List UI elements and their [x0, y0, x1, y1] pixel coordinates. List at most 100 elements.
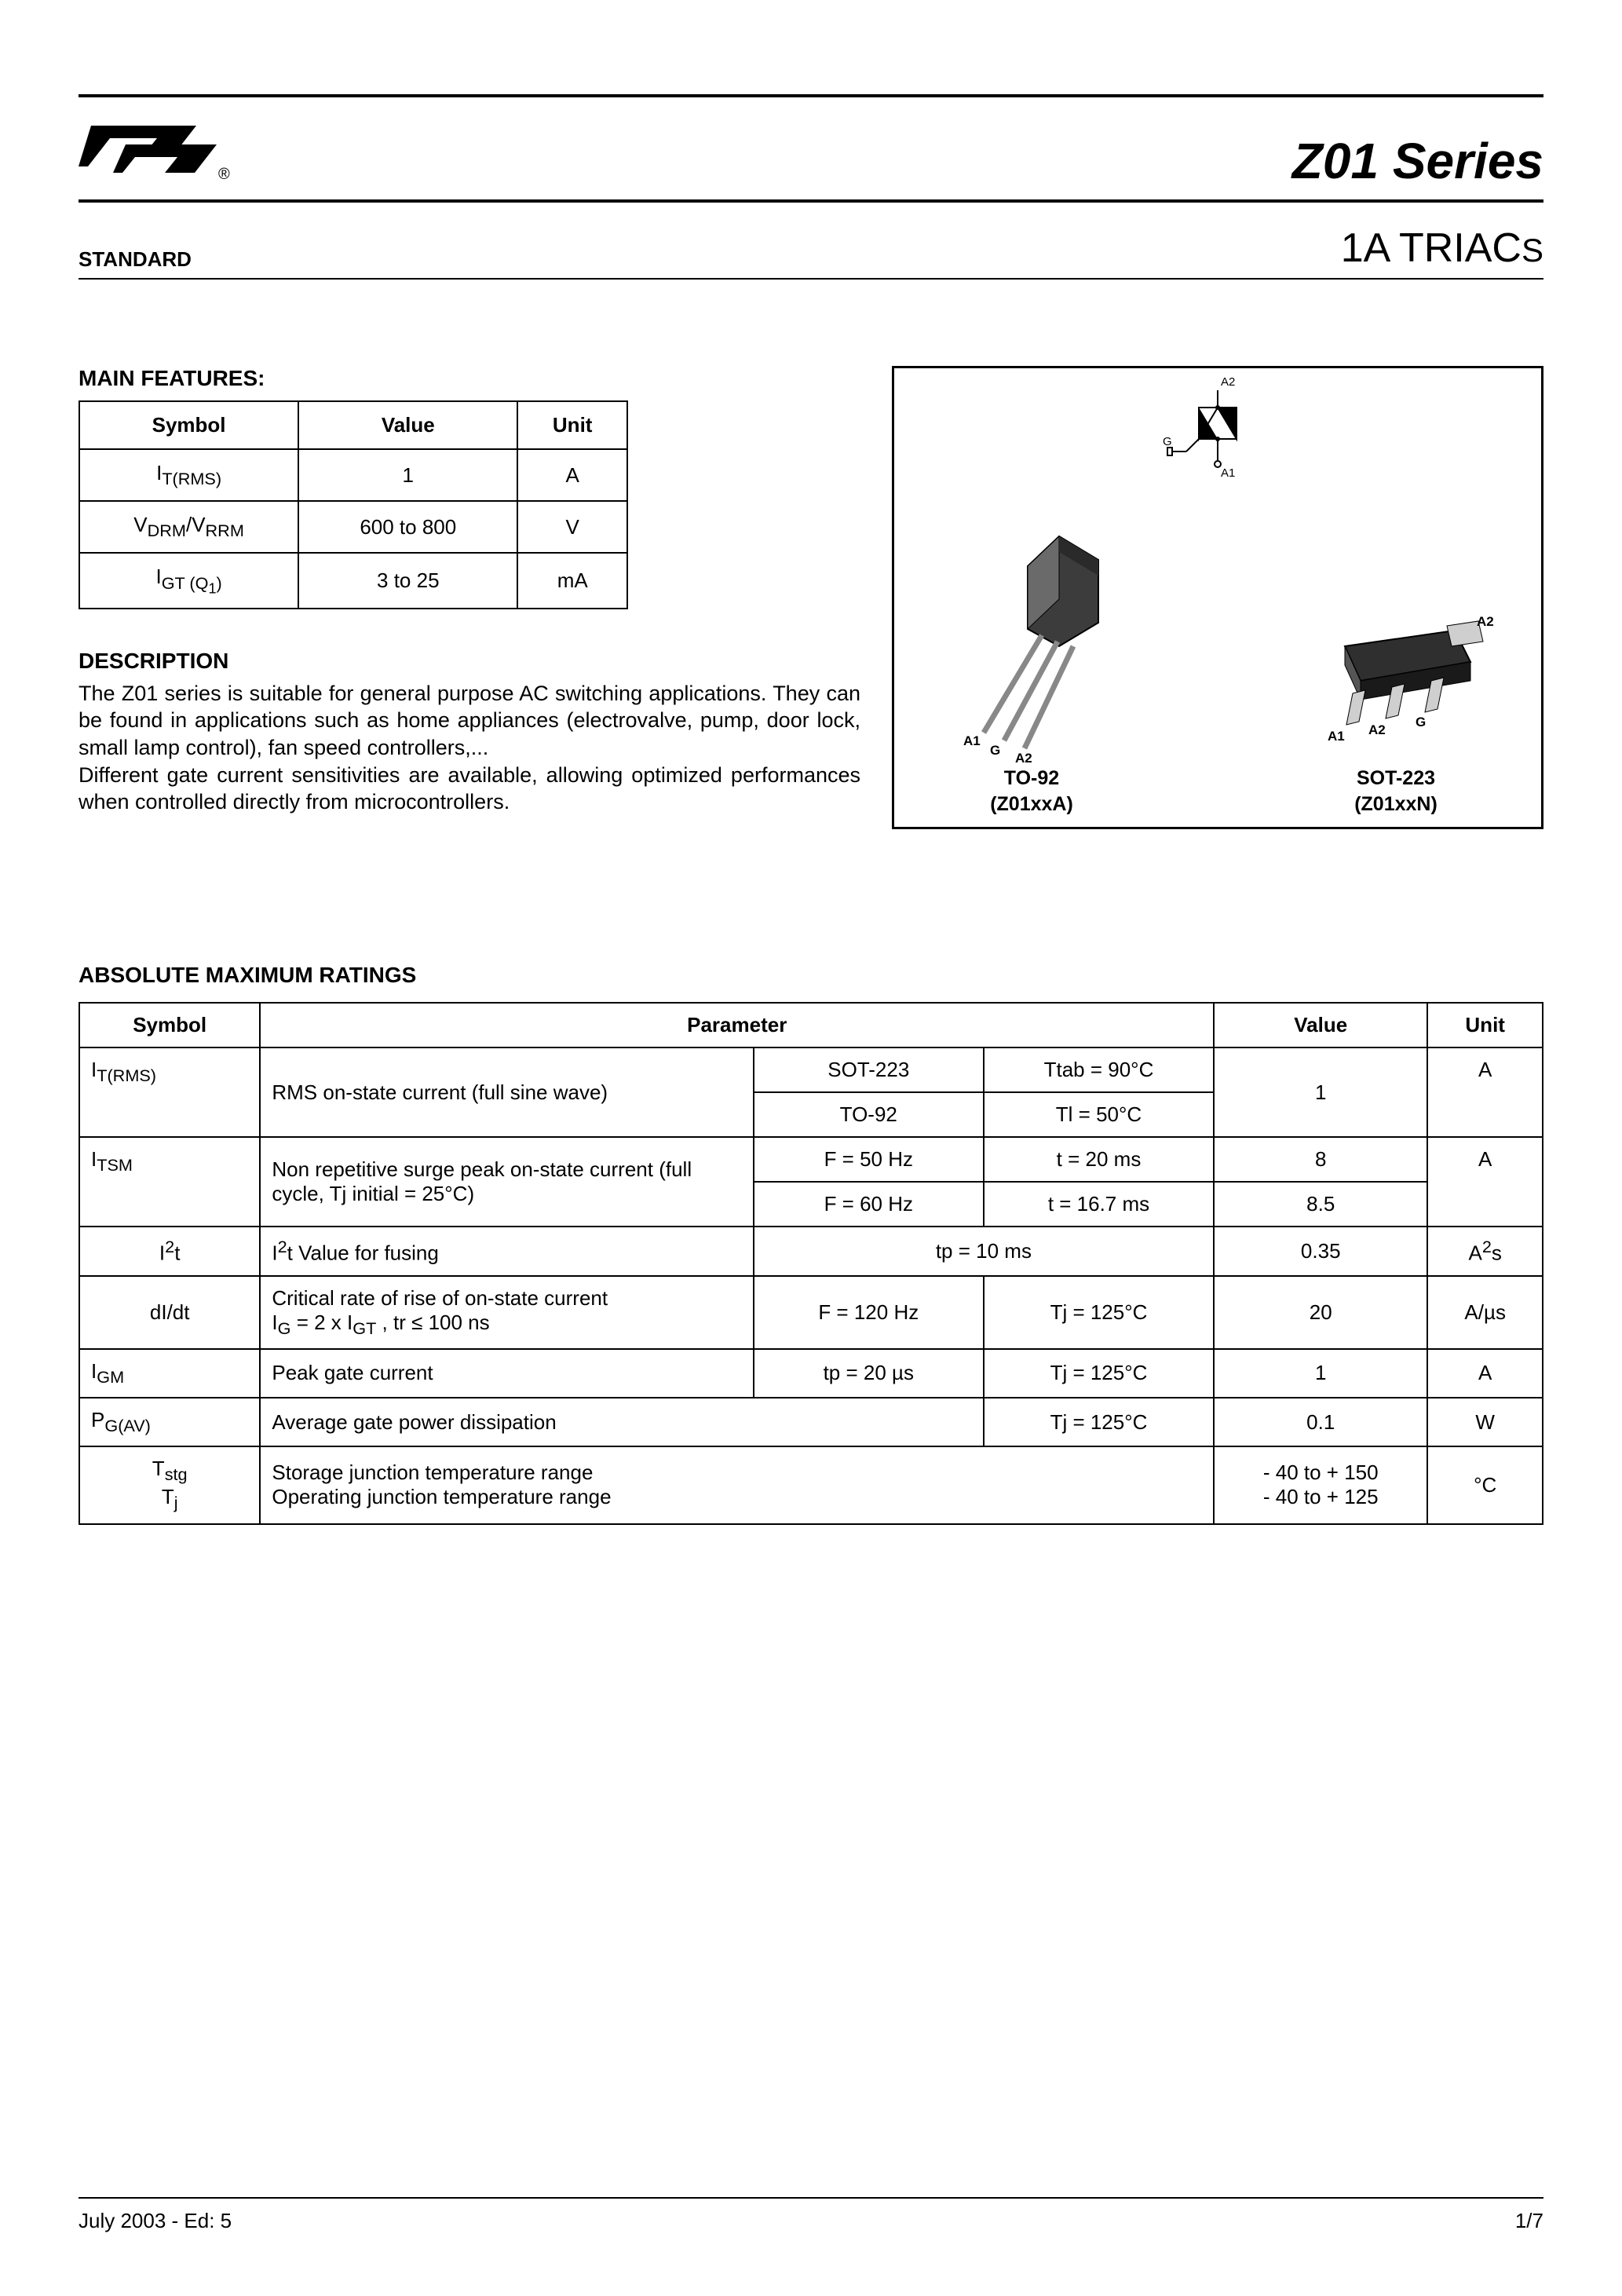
- svg-text:G: G: [990, 743, 1000, 758]
- cell-param: I2t Value for fusing: [260, 1227, 753, 1276]
- svg-text:A1: A1: [1221, 466, 1235, 480]
- cell-cond: Tj = 125°C: [984, 1276, 1214, 1349]
- cell-symbol: IT(RMS): [79, 449, 298, 501]
- table-row: PG(AV) Average gate power dissipation Tj…: [79, 1398, 1543, 1446]
- svg-text:A2: A2: [1221, 376, 1235, 389]
- col-unit: Unit: [517, 401, 627, 449]
- description-heading: DESCRIPTION: [79, 649, 860, 674]
- cell-symbol: I2t: [79, 1227, 260, 1276]
- triac-symbol-cell: A2 G: [1163, 376, 1273, 510]
- cell-value: 8.5: [1214, 1182, 1427, 1227]
- svg-text:A1: A1: [963, 733, 981, 748]
- features-table: Symbol Value Unit IT(RMS) 1 A VDRM/VRRM …: [79, 400, 628, 609]
- cell-unit: A: [1427, 1137, 1543, 1227]
- st-logo: ®: [79, 112, 236, 190]
- cell-unit: W: [1427, 1398, 1543, 1446]
- product-title: Z01 Series: [1292, 132, 1543, 190]
- cell-symbol: ITSM: [79, 1137, 260, 1227]
- table-row: IT(RMS) RMS on-state current (full sine …: [79, 1047, 1543, 1092]
- table-row: ITSM Non repetitive surge peak on-state …: [79, 1137, 1543, 1182]
- table-row: TstgTj Storage junction temperature rang…: [79, 1446, 1543, 1523]
- subtitle: 1A TRIACS: [1341, 225, 1543, 272]
- ratings-section: ABSOLUTE MAXIMUM RATINGS Symbol Paramete…: [79, 963, 1543, 1525]
- package-box: A2 G: [892, 366, 1543, 829]
- features-header-row: Symbol Value Unit: [79, 401, 627, 449]
- col-value: Value: [1214, 1003, 1427, 1047]
- cell-unit: A/µs: [1427, 1276, 1543, 1349]
- right-column: A2 G: [892, 366, 1543, 829]
- description-body: The Z01 series is suitable for general p…: [79, 680, 860, 816]
- cell-symbol: IT(RMS): [79, 1047, 260, 1137]
- svg-text:A2: A2: [1015, 751, 1032, 764]
- cell-cond: F = 50 Hz: [754, 1137, 984, 1182]
- svg-text:®: ®: [218, 166, 230, 183]
- sot223-package-icon: A2 A1 A2 G: [1290, 607, 1502, 764]
- cell-symbol: dI/dt: [79, 1276, 260, 1349]
- cell-cond: tp = 10 ms: [754, 1227, 1214, 1276]
- col-unit: Unit: [1427, 1003, 1543, 1047]
- main-two-column: MAIN FEATURES: Symbol Value Unit IT(RMS)…: [79, 366, 1543, 829]
- sot223-name: SOT-223: [1357, 767, 1435, 790]
- footer-rule: [79, 2197, 1543, 2199]
- cell-value: - 40 to + 150 - 40 to + 125: [1214, 1446, 1427, 1523]
- cell-symbol: PG(AV): [79, 1398, 260, 1446]
- col-symbol: Symbol: [79, 1003, 260, 1047]
- table-row: IGT (Q1) 3 to 25 mA: [79, 553, 627, 609]
- cell-param: Non repetitive surge peak on-state curre…: [260, 1137, 753, 1227]
- svg-text:G: G: [1163, 435, 1172, 448]
- features-heading: MAIN FEATURES:: [79, 366, 860, 391]
- cell-unit: V: [517, 501, 627, 553]
- subtitle-main: 1A TRIAC: [1341, 225, 1522, 271]
- footer-page: 1/7: [1515, 2209, 1543, 2233]
- cell-value: 1: [298, 449, 517, 501]
- sot223-cell: A2 A1 A2 G SOT-223 (Z01xxN): [1290, 607, 1502, 816]
- header-rule-bottom: [79, 278, 1543, 280]
- to92-package-icon: A1 G A2: [941, 521, 1122, 764]
- table-row: I2t I2t Value for fusing tp = 10 ms 0.35…: [79, 1227, 1543, 1276]
- cell-symbol: VDRM/VRRM: [79, 501, 298, 553]
- page: ® Z01 Series STANDARD 1A TRIACS MAIN FEA…: [79, 94, 1543, 2233]
- svg-text:G: G: [1416, 715, 1426, 729]
- cell-unit: mA: [517, 553, 627, 609]
- header-row: ® Z01 Series: [79, 97, 1543, 199]
- svg-text:A2: A2: [1368, 722, 1386, 737]
- cell-cond: Ttab = 90°C: [984, 1047, 1214, 1092]
- cell-value: 0.1: [1214, 1398, 1427, 1446]
- cell-value: 1: [1214, 1349, 1427, 1398]
- triac-symbol-icon: A2 G: [1163, 376, 1273, 510]
- col-value: Value: [298, 401, 517, 449]
- to92-cell: A1 G A2 TO-92 (Z01xxA): [941, 521, 1122, 816]
- sot223-code: (Z01xxN): [1354, 793, 1438, 816]
- cell-cond: Tl = 50°C: [984, 1092, 1214, 1137]
- table-row: IT(RMS) 1 A: [79, 449, 627, 501]
- cell-symbol: TstgTj: [79, 1446, 260, 1523]
- cell-param: RMS on-state current (full sine wave): [260, 1047, 753, 1137]
- cell-unit: A: [1427, 1349, 1543, 1398]
- table-row: VDRM/VRRM 600 to 800 V: [79, 501, 627, 553]
- ratings-header-row: Symbol Parameter Value Unit: [79, 1003, 1543, 1047]
- cell-value: 0.35: [1214, 1227, 1427, 1276]
- cell-param: Average gate power dissipation: [260, 1398, 984, 1446]
- cell-symbol: IGM: [79, 1349, 260, 1398]
- footer-date: July 2003 - Ed: 5: [79, 2209, 232, 2233]
- cell-cond: t = 16.7 ms: [984, 1182, 1214, 1227]
- cell-cond: tp = 20 µs: [754, 1349, 984, 1398]
- cell-cond: Tj = 125°C: [984, 1349, 1214, 1398]
- cell-value: 1: [1214, 1047, 1427, 1137]
- cell-value: 8: [1214, 1137, 1427, 1182]
- svg-text:A2: A2: [1477, 614, 1494, 629]
- ratings-heading: ABSOLUTE MAXIMUM RATINGS: [79, 963, 1543, 988]
- cell-param: Critical rate of rise of on-state curren…: [260, 1276, 753, 1349]
- cell-cond: t = 20 ms: [984, 1137, 1214, 1182]
- svg-text:A1: A1: [1328, 729, 1345, 744]
- cell-unit: A: [1427, 1047, 1543, 1137]
- standard-label: STANDARD: [79, 247, 192, 272]
- table-row: IGM Peak gate current tp = 20 µs Tj = 12…: [79, 1349, 1543, 1398]
- cell-unit: °C: [1427, 1446, 1543, 1523]
- cell-value: 20: [1214, 1276, 1427, 1349]
- left-column: MAIN FEATURES: Symbol Value Unit IT(RMS)…: [79, 366, 860, 816]
- cell-symbol: IGT (Q1): [79, 553, 298, 609]
- cell-unit: A: [517, 449, 627, 501]
- subtitle-suffix: S: [1522, 232, 1543, 269]
- cell-unit: A2s: [1427, 1227, 1543, 1276]
